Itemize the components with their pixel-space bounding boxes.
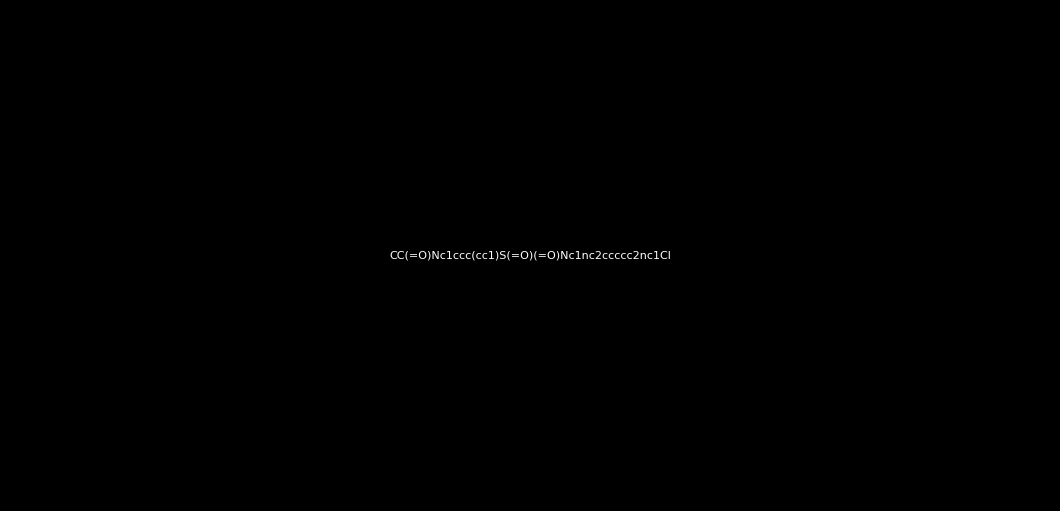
Text: CC(=O)Nc1ccc(cc1)S(=O)(=O)Nc1nc2ccccc2nc1Cl: CC(=O)Nc1ccc(cc1)S(=O)(=O)Nc1nc2ccccc2nc… [389,250,671,261]
